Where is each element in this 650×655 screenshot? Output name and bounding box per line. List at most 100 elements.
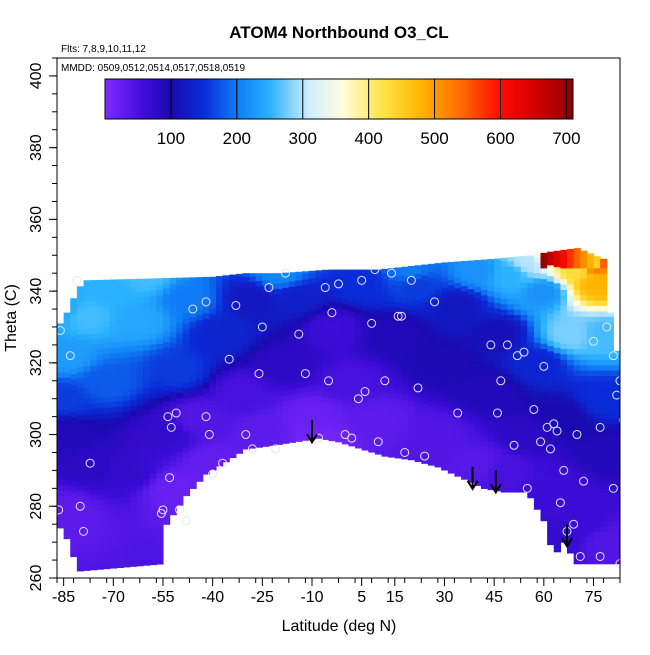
field-cell (268, 310, 277, 317)
field-cell (335, 350, 343, 357)
field-cell (408, 368, 416, 375)
field-cell (315, 325, 323, 332)
field-cell (514, 341, 522, 348)
field-cell (143, 290, 151, 297)
field-cell (76, 549, 85, 556)
field-cell (467, 310, 475, 317)
field-cell (547, 280, 555, 287)
field-cell (295, 271, 303, 276)
field-cell (96, 526, 104, 533)
observation-point (373, 437, 383, 447)
field-cell (361, 272, 369, 279)
field-cell (308, 385, 316, 392)
field-cell (70, 400, 78, 407)
field-cell (368, 312, 376, 319)
field-cell (315, 341, 323, 348)
field-cell (103, 455, 111, 462)
field-cell (176, 386, 184, 393)
field-cell (474, 404, 482, 411)
field-cell (421, 328, 429, 335)
field-cell (70, 373, 78, 380)
field-cell (355, 281, 363, 288)
field-cell (540, 407, 548, 414)
field-cell (96, 375, 104, 382)
field-cell (421, 420, 429, 427)
field-cell (454, 422, 462, 429)
field-cell (547, 350, 555, 357)
field-cell (288, 340, 297, 347)
field-cell (421, 398, 429, 405)
field-cell (321, 315, 330, 322)
field-cell (355, 351, 363, 358)
observation-point (492, 408, 502, 418)
field-cell (586, 386, 595, 393)
field-cell (514, 276, 522, 283)
field-cell (593, 375, 601, 382)
field-cell (90, 488, 98, 495)
field-cell (348, 316, 356, 323)
field-cell (586, 515, 595, 522)
field-cell (96, 364, 104, 371)
field-cell (229, 414, 237, 421)
field-cell (129, 507, 138, 514)
field-cell (335, 414, 343, 421)
field-cell (76, 554, 85, 561)
field-cell (527, 476, 535, 483)
field-cell (288, 313, 297, 320)
field-cell (83, 559, 91, 566)
field-cell (123, 502, 131, 509)
field-cell (83, 430, 91, 437)
field-cell (520, 405, 528, 412)
y-tick-label: 360 (28, 206, 45, 233)
field-cell (573, 386, 581, 393)
field-cell (282, 330, 290, 337)
field-cell (427, 287, 436, 294)
field-cell (149, 424, 157, 431)
field-cell (487, 468, 495, 474)
field-cell (401, 394, 409, 401)
field-cell (573, 310, 581, 317)
field-cell (176, 359, 184, 366)
field-cell (189, 310, 197, 317)
field-cell (255, 285, 263, 292)
field-cell (441, 276, 449, 283)
field-cell (567, 251, 575, 258)
field-cell (209, 319, 217, 326)
field-cell (593, 267, 601, 274)
field-cell (209, 464, 217, 471)
field-cell (136, 285, 144, 292)
field-cell (540, 396, 548, 403)
field-cell (335, 361, 343, 368)
field-cell (321, 326, 330, 333)
field-cell (527, 357, 535, 364)
field-cell (553, 449, 561, 456)
field-cell (116, 379, 124, 386)
field-cell (149, 317, 157, 324)
field-cell (149, 532, 157, 539)
field-cell (593, 499, 601, 506)
field-cell (408, 276, 416, 283)
field-cell (461, 350, 469, 356)
field-cell (520, 271, 528, 278)
field-cell (156, 499, 164, 506)
field-cell (136, 318, 144, 325)
field-cell (408, 378, 416, 385)
field-cell (580, 558, 588, 565)
field-cell (454, 314, 462, 321)
field-cell (83, 317, 91, 324)
down-arrow-icon (561, 524, 573, 549)
field-cell (83, 441, 91, 448)
field-cell (500, 303, 508, 310)
field-cell (215, 401, 224, 408)
field-cell (547, 474, 555, 481)
field-cell (414, 391, 422, 398)
field-cell (176, 499, 184, 506)
field-cell (288, 393, 297, 400)
field-cell (215, 444, 224, 451)
field-cell (116, 562, 124, 568)
field-cell (136, 425, 144, 432)
field-cell (275, 325, 283, 332)
field-cell (600, 509, 608, 516)
field-cell (103, 364, 111, 371)
field-cell (553, 503, 561, 510)
